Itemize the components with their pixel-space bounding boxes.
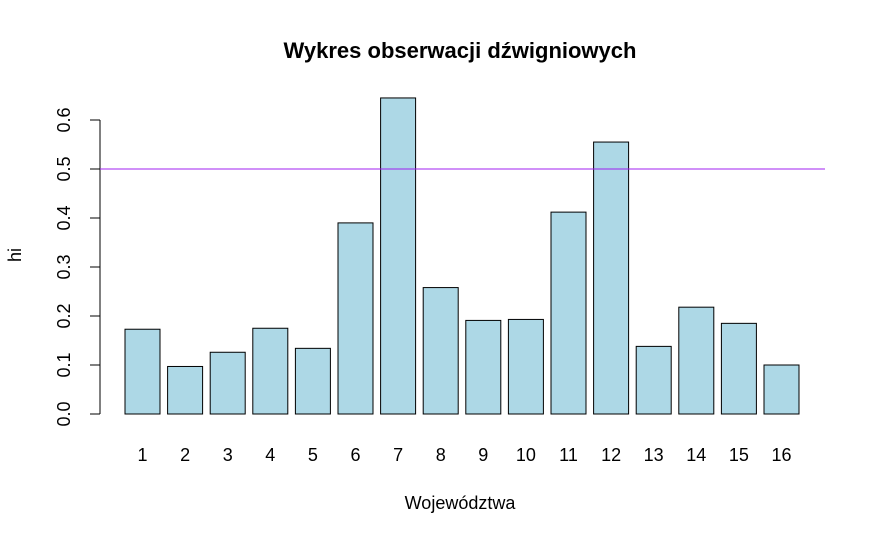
y-axis-label: hi <box>5 248 25 262</box>
x-tick-label: 16 <box>771 445 791 465</box>
x-tick-labels: 1 2 3 4 5 6 7 8 9 10 11 12 13 14 15 16 <box>137 445 791 465</box>
x-tick-label: 4 <box>265 445 275 465</box>
x-tick-label: 1 <box>137 445 147 465</box>
y-tick-label: 0.0 <box>54 401 74 426</box>
x-tick-label: 7 <box>393 445 403 465</box>
x-tick-label: 8 <box>436 445 446 465</box>
bar <box>465 319 502 415</box>
bar <box>635 345 672 415</box>
y-tick-label: 0.6 <box>54 107 74 132</box>
bar <box>209 351 246 415</box>
bar <box>294 347 331 415</box>
x-tick-label: 15 <box>729 445 749 465</box>
x-tick-label: 2 <box>180 445 190 465</box>
bar <box>124 328 161 415</box>
x-tick-label: 11 <box>559 445 578 465</box>
x-tick-label: 13 <box>644 445 664 465</box>
y-tick-label: 0.2 <box>54 303 74 328</box>
x-tick-label: 5 <box>308 445 318 465</box>
x-tick-label: 10 <box>516 445 536 465</box>
bar <box>550 211 587 415</box>
bars <box>124 97 800 415</box>
bar <box>720 322 757 415</box>
y-tick-label: 0.4 <box>54 205 74 230</box>
bar <box>507 318 544 415</box>
x-tick-label: 12 <box>601 445 621 465</box>
x-axis-label: Województwa <box>405 493 517 513</box>
bar <box>252 327 289 415</box>
bar <box>593 141 630 415</box>
bar <box>678 306 715 415</box>
bar <box>337 222 374 415</box>
bar <box>763 364 800 415</box>
x-tick-label: 3 <box>223 445 233 465</box>
bar <box>422 287 459 415</box>
bar <box>167 365 204 415</box>
x-tick-label: 14 <box>686 445 706 465</box>
y-axis: 0.0 0.1 0.2 0.3 0.4 0.5 0.6 <box>54 107 101 427</box>
chart-title: Wykres obserwacji dźwigniowych <box>284 38 637 63</box>
y-tick-label: 0.1 <box>54 352 74 377</box>
y-tick-label: 0.3 <box>54 254 74 279</box>
y-tick-label: 0.5 <box>54 156 74 181</box>
bar <box>380 97 417 415</box>
x-tick-label: 9 <box>478 445 488 465</box>
x-tick-label: 6 <box>350 445 360 465</box>
